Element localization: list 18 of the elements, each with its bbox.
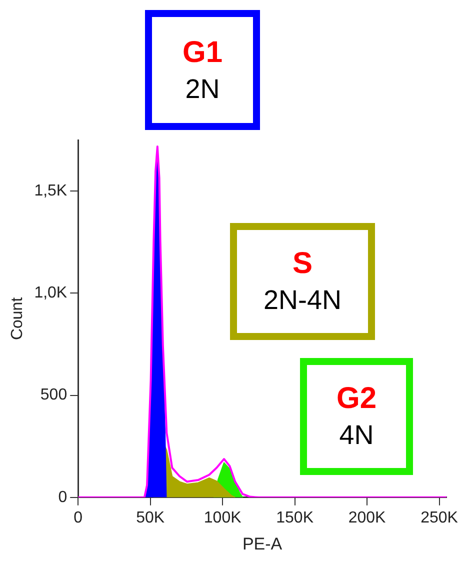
text: 2N <box>185 74 220 104</box>
text: G1 <box>182 36 223 70</box>
annotation: 4N <box>339 420 374 451</box>
x-tick-label: 250K <box>420 509 458 526</box>
y-axis-title: Count <box>9 296 26 340</box>
annotation: 2N-4N <box>263 285 342 316</box>
text: G2 <box>336 382 377 416</box>
x-tick-label: 0 <box>74 509 83 526</box>
x-tick-label: 200K <box>348 509 386 526</box>
x-tick-label: 150K <box>276 509 314 526</box>
x-tick-label: 50K <box>136 509 165 526</box>
x-tick-label: 100K <box>204 509 242 526</box>
y-tick-label: 1,5K <box>34 182 68 200</box>
y-tick-label: 1,0K <box>34 284 68 302</box>
text: S <box>292 247 312 281</box>
x-axis-title: PE-A <box>242 534 283 554</box>
y-tick-label: 500 <box>40 386 68 404</box>
y-tick-label: 0 <box>58 488 68 506</box>
